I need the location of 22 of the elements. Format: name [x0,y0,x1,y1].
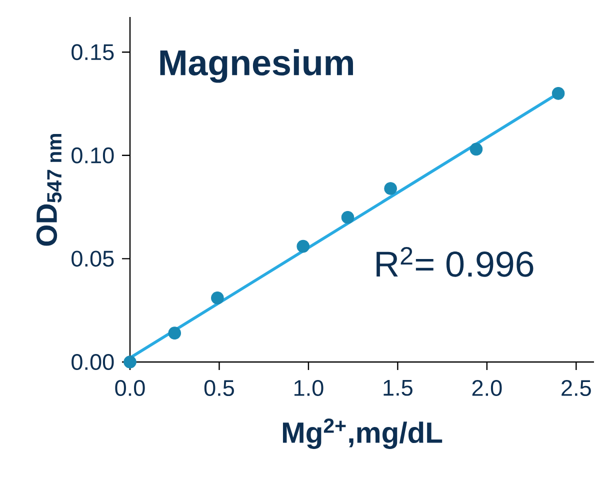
x-tick-label: 0.0 [115,380,145,396]
point [168,326,182,340]
y-tick-label: 0.10 [72,147,114,164]
y-tick-label: 0.00 [72,354,114,370]
y-tick-label: 0.05 [72,250,114,267]
annotation: R$^{2}$= 0.996 [376,247,534,277]
text: Magnesium [160,49,353,83]
x-tick-label: 2.0 [472,380,502,396]
y-tick-label: 0.15 [72,44,114,60]
point [552,87,565,100]
x-tick-label: 2.5 [562,380,591,396]
x-tick-label: 0.5 [204,380,234,396]
x-tick-label: 1.0 [294,380,324,396]
point [384,182,397,195]
x-axis-title: Mg$^{2+}$,mg/dL [282,418,442,449]
point [470,142,483,156]
point [124,356,136,368]
point [211,292,224,304]
point [296,240,310,253]
point [341,210,354,224]
y-axis-title: OD$_{547 nm}$ [36,134,62,246]
x-tick-label: 1.5 [384,380,412,396]
